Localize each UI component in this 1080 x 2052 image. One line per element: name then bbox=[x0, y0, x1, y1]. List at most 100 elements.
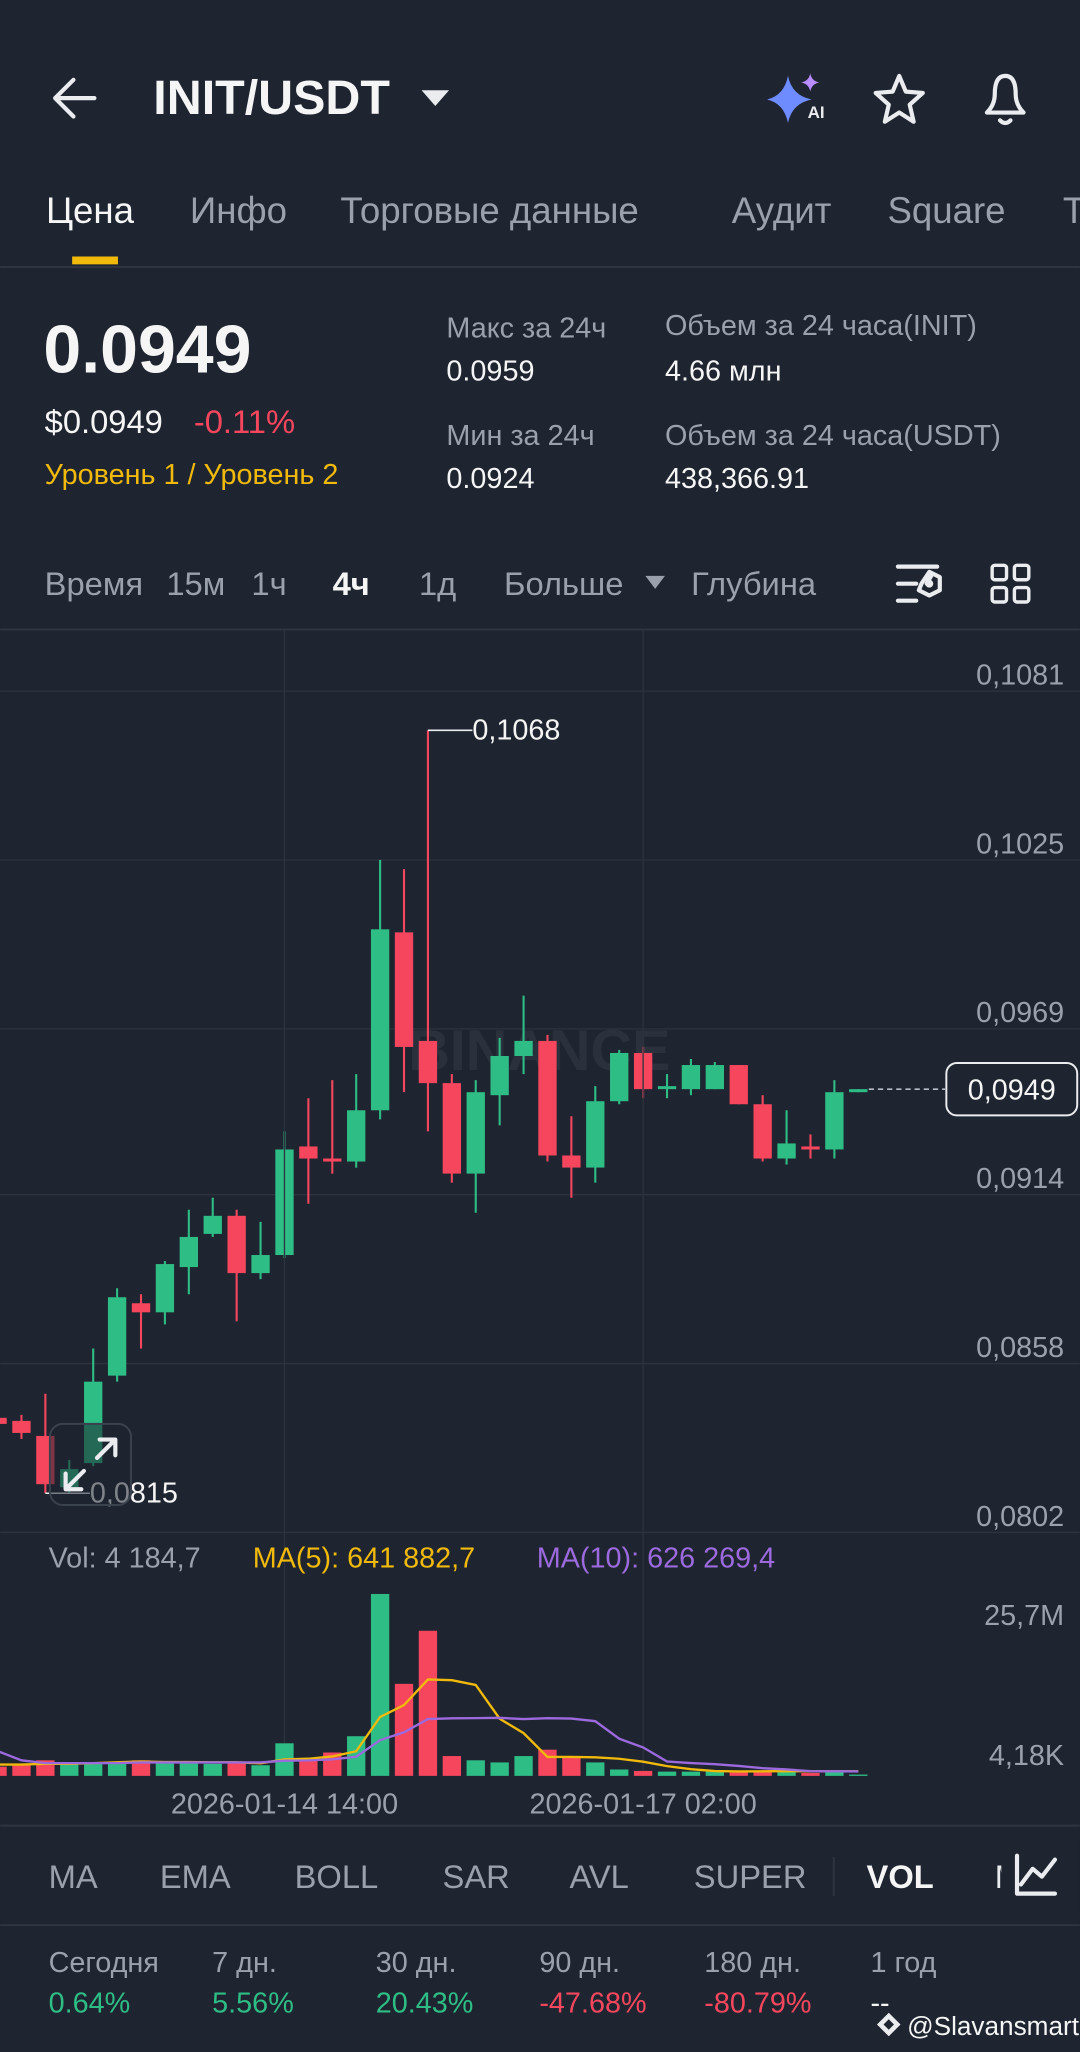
candle-body bbox=[801, 1146, 820, 1150]
perf-value: -- bbox=[870, 1988, 889, 2020]
candle-body bbox=[705, 1065, 724, 1090]
volume-bar bbox=[179, 1762, 198, 1776]
volume-bar bbox=[849, 1774, 868, 1776]
volume-bar bbox=[538, 1749, 557, 1776]
volume-bar bbox=[12, 1763, 31, 1776]
stat-label: Макс за 24ч bbox=[446, 312, 606, 344]
candle-body bbox=[347, 1110, 366, 1162]
candle-body bbox=[562, 1155, 581, 1168]
chart-settings-button[interactable] bbox=[895, 564, 942, 603]
pair-title[interactable]: INIT/USDT bbox=[153, 71, 390, 125]
interval[interactable]: 1ч bbox=[251, 565, 286, 602]
watermark-icon bbox=[876, 2012, 901, 2037]
layout-button[interactable] bbox=[990, 563, 1031, 604]
x-tick-label: 2026-01-17 02:00 bbox=[529, 1789, 756, 1821]
tab[interactable]: Цена bbox=[46, 190, 135, 231]
candle-body bbox=[442, 1083, 461, 1174]
alert-button[interactable] bbox=[984, 73, 1026, 126]
perf-label: Сегодня bbox=[49, 1947, 159, 1979]
volume-bar bbox=[562, 1756, 581, 1776]
volume-bar bbox=[514, 1756, 533, 1776]
candle-body bbox=[777, 1143, 796, 1159]
ai-button[interactable]: AI bbox=[767, 73, 825, 124]
more-dropdown[interactable] bbox=[645, 575, 665, 589]
y-tick-label: 0,0969 bbox=[976, 997, 1064, 1029]
indicator[interactable]: AVL bbox=[569, 1858, 628, 1895]
candle-body bbox=[610, 1052, 629, 1102]
candle-body bbox=[825, 1092, 844, 1150]
indicator[interactable]: EMA bbox=[160, 1858, 231, 1895]
tab[interactable]: Square bbox=[887, 190, 1005, 231]
indicator-active[interactable]: VOL bbox=[867, 1858, 934, 1895]
stat-label: Мин за 24ч bbox=[446, 420, 594, 452]
candle-body bbox=[299, 1146, 318, 1159]
volume-bar bbox=[586, 1762, 605, 1776]
active-tab-indicator bbox=[72, 256, 118, 265]
perf-value: 20.43% bbox=[376, 1988, 474, 2020]
expand-button[interactable] bbox=[48, 1422, 133, 1506]
volume-bar bbox=[729, 1771, 748, 1776]
tab[interactable]: Аудит bbox=[732, 190, 832, 231]
interval[interactable]: Время bbox=[45, 565, 143, 602]
interval[interactable]: 1д bbox=[419, 565, 456, 602]
legend-entry: Vol: 4 184,7 bbox=[49, 1543, 201, 1575]
x-tick-label: 2026-01-14 14:00 bbox=[171, 1789, 398, 1821]
perf-value: -80.79% bbox=[704, 1988, 811, 2020]
volume-bar bbox=[418, 1630, 438, 1776]
volume-bar bbox=[251, 1765, 270, 1776]
volume-bar bbox=[60, 1762, 79, 1776]
volume-bar bbox=[657, 1771, 677, 1776]
candle-body bbox=[107, 1297, 127, 1376]
levels[interactable]: Уровень 1 / Уровень 2 bbox=[45, 459, 339, 491]
favorite-button[interactable] bbox=[873, 73, 925, 124]
indicator[interactable]: SAR bbox=[443, 1858, 510, 1895]
stat-value: 438,366.91 bbox=[665, 463, 809, 495]
candle-body bbox=[514, 1040, 533, 1056]
candle-body bbox=[0, 1417, 7, 1424]
interval-active[interactable]: 4ч bbox=[333, 565, 370, 602]
price-change: -0.11% bbox=[194, 403, 295, 440]
volume-bar bbox=[299, 1758, 318, 1776]
candle-body bbox=[251, 1255, 270, 1274]
candle-body bbox=[227, 1215, 246, 1274]
indicator[interactable]: BOLL bbox=[295, 1858, 379, 1895]
tab[interactable]: Торговые данные bbox=[340, 190, 638, 231]
vol-tick-label: 4,18K bbox=[989, 1740, 1064, 1772]
interval[interactable]: 15м bbox=[166, 565, 225, 602]
usd-price: $0.0949 bbox=[45, 403, 163, 440]
candle-body bbox=[538, 1040, 557, 1156]
stat-value: 0.0959 bbox=[446, 356, 534, 388]
interval[interactable]: Больше bbox=[504, 565, 623, 602]
last-price-box bbox=[945, 1062, 1079, 1117]
indicator-settings[interactable] bbox=[1014, 1853, 1058, 1896]
watermark: @Slavansmart bbox=[907, 2011, 1080, 2041]
y-tick-label: 0,0914 bbox=[976, 1163, 1064, 1195]
pair-dropdown[interactable] bbox=[421, 90, 450, 107]
tab[interactable]: Т bbox=[1063, 190, 1080, 231]
tab[interactable]: Инфо bbox=[190, 190, 287, 231]
volume-bar bbox=[131, 1760, 151, 1776]
volume-bar bbox=[633, 1770, 653, 1776]
y-tick-label: 0,0858 bbox=[976, 1332, 1064, 1364]
perf-value: 0.64% bbox=[49, 1988, 131, 2020]
interval[interactable]: Глубина bbox=[691, 565, 817, 602]
candle-body bbox=[466, 1092, 485, 1174]
ma-line bbox=[0, 1716, 859, 1773]
perf-label: 7 дн. bbox=[212, 1947, 277, 1979]
candle-body bbox=[12, 1420, 31, 1433]
volume-bar bbox=[442, 1756, 461, 1776]
candle-body bbox=[657, 1086, 677, 1090]
candle-body bbox=[323, 1158, 342, 1162]
indicator[interactable]: SUPER bbox=[694, 1858, 807, 1895]
candle-body bbox=[370, 929, 390, 1111]
indicator[interactable]: MA bbox=[49, 1858, 98, 1895]
volume-bar bbox=[155, 1762, 175, 1776]
volume-bar bbox=[490, 1762, 509, 1776]
back-button[interactable] bbox=[53, 77, 97, 119]
perf-value: -47.68% bbox=[539, 1988, 646, 2020]
last-price-label: 0,0949 bbox=[968, 1074, 1056, 1106]
perf-label: 1 год bbox=[870, 1947, 936, 1979]
volume-bar bbox=[107, 1762, 127, 1776]
perf-label: 180 дн. bbox=[704, 1947, 801, 1979]
